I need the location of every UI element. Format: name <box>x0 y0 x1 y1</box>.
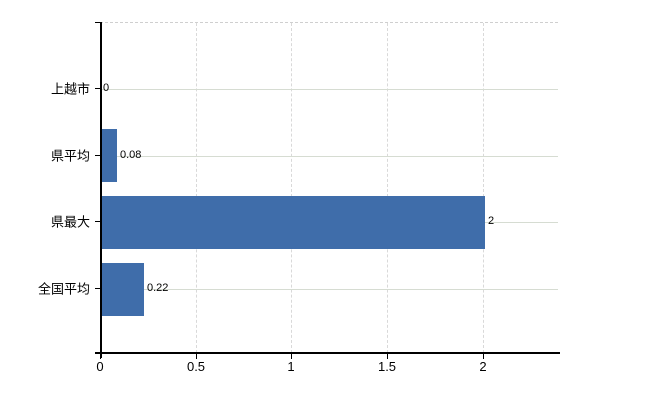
horizontal-gridline <box>100 156 558 157</box>
x-axis-tick <box>483 354 484 359</box>
x-axis-tick-label: 0.5 <box>186 359 206 374</box>
horizontal-gridline <box>100 89 558 90</box>
x-axis-tick-label: 1 <box>287 359 295 374</box>
x-axis-tick <box>196 354 197 359</box>
bar <box>102 196 485 249</box>
x-axis-tick <box>387 354 388 359</box>
x-axis-tick <box>100 354 101 359</box>
category-label: 全国平均 <box>37 281 90 297</box>
bar-value-label: 2 <box>488 215 495 227</box>
bar-value-label: 0.22 <box>147 282 169 294</box>
x-axis-line <box>95 352 560 354</box>
bar-value-label: 0.08 <box>120 149 142 161</box>
bar <box>102 263 144 316</box>
horizontal-gridline <box>100 289 558 290</box>
vertical-gridline <box>196 23 197 353</box>
bar <box>102 129 117 182</box>
category-label: 県平均 <box>50 148 90 164</box>
y-axis-tick <box>95 288 101 289</box>
y-axis-line <box>100 22 102 358</box>
y-axis-tick <box>95 88 101 89</box>
x-axis-tick-label: 2 <box>479 359 487 374</box>
y-axis-tick <box>95 155 101 156</box>
x-axis-tick-label: 0 <box>96 359 104 374</box>
category-label: 県最大 <box>50 214 90 230</box>
plot-area <box>100 22 558 353</box>
y-axis-end-tick <box>95 22 101 23</box>
category-label: 上越市 <box>50 81 90 97</box>
vertical-gridline <box>483 23 484 353</box>
y-axis-tick <box>95 221 101 222</box>
vertical-gridline <box>291 23 292 353</box>
x-axis-tick-label: 1.5 <box>377 359 397 374</box>
bar-value-label: 0 <box>103 82 110 94</box>
vertical-gridline <box>387 23 388 353</box>
x-axis-tick <box>291 354 292 359</box>
